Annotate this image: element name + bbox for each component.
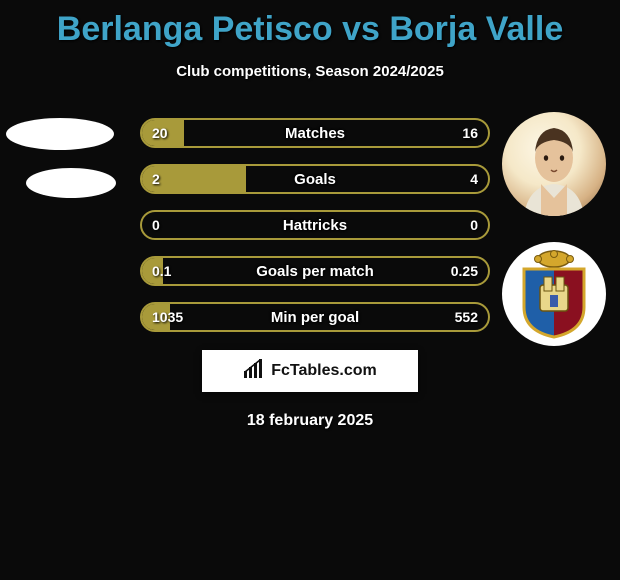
watermark: FcTables.com [202, 350, 418, 392]
player-placeholder-oval [26, 168, 116, 198]
page-title: Berlanga Petisco vs Borja Valle [0, 0, 620, 49]
watermark-text: FcTables.com [271, 362, 377, 380]
bar-row: 1035552Min per goal [140, 302, 490, 332]
page-subtitle: Club competitions, Season 2024/2025 [0, 63, 620, 80]
bar-label: Goals per match [142, 258, 488, 284]
bar-row: 24Goals [140, 164, 490, 194]
player-placeholder-oval [6, 118, 114, 150]
comparison-bars: 2016Matches 24Goals 00Hattricks 0.10.25Goal… [140, 118, 490, 348]
player-left-column [0, 108, 140, 338]
player-photo [502, 112, 606, 216]
bar-label: Goals [142, 166, 488, 192]
bar-label: Matches [142, 120, 488, 146]
bar-label: Min per goal [142, 304, 488, 330]
chart-icon [243, 359, 265, 384]
bar-label: Hattricks [142, 212, 488, 238]
player-right-column [490, 108, 620, 338]
date-text: 18 february 2025 [0, 412, 620, 430]
bar-row: 0.10.25Goals per match [140, 256, 490, 286]
bar-row: 00Hattricks [140, 210, 490, 240]
bar-row: 2016Matches [140, 118, 490, 148]
club-crest [502, 242, 606, 346]
comparison-arena: 2016Matches 24Goals 00Hattricks 0.10.25Goal… [0, 108, 620, 338]
